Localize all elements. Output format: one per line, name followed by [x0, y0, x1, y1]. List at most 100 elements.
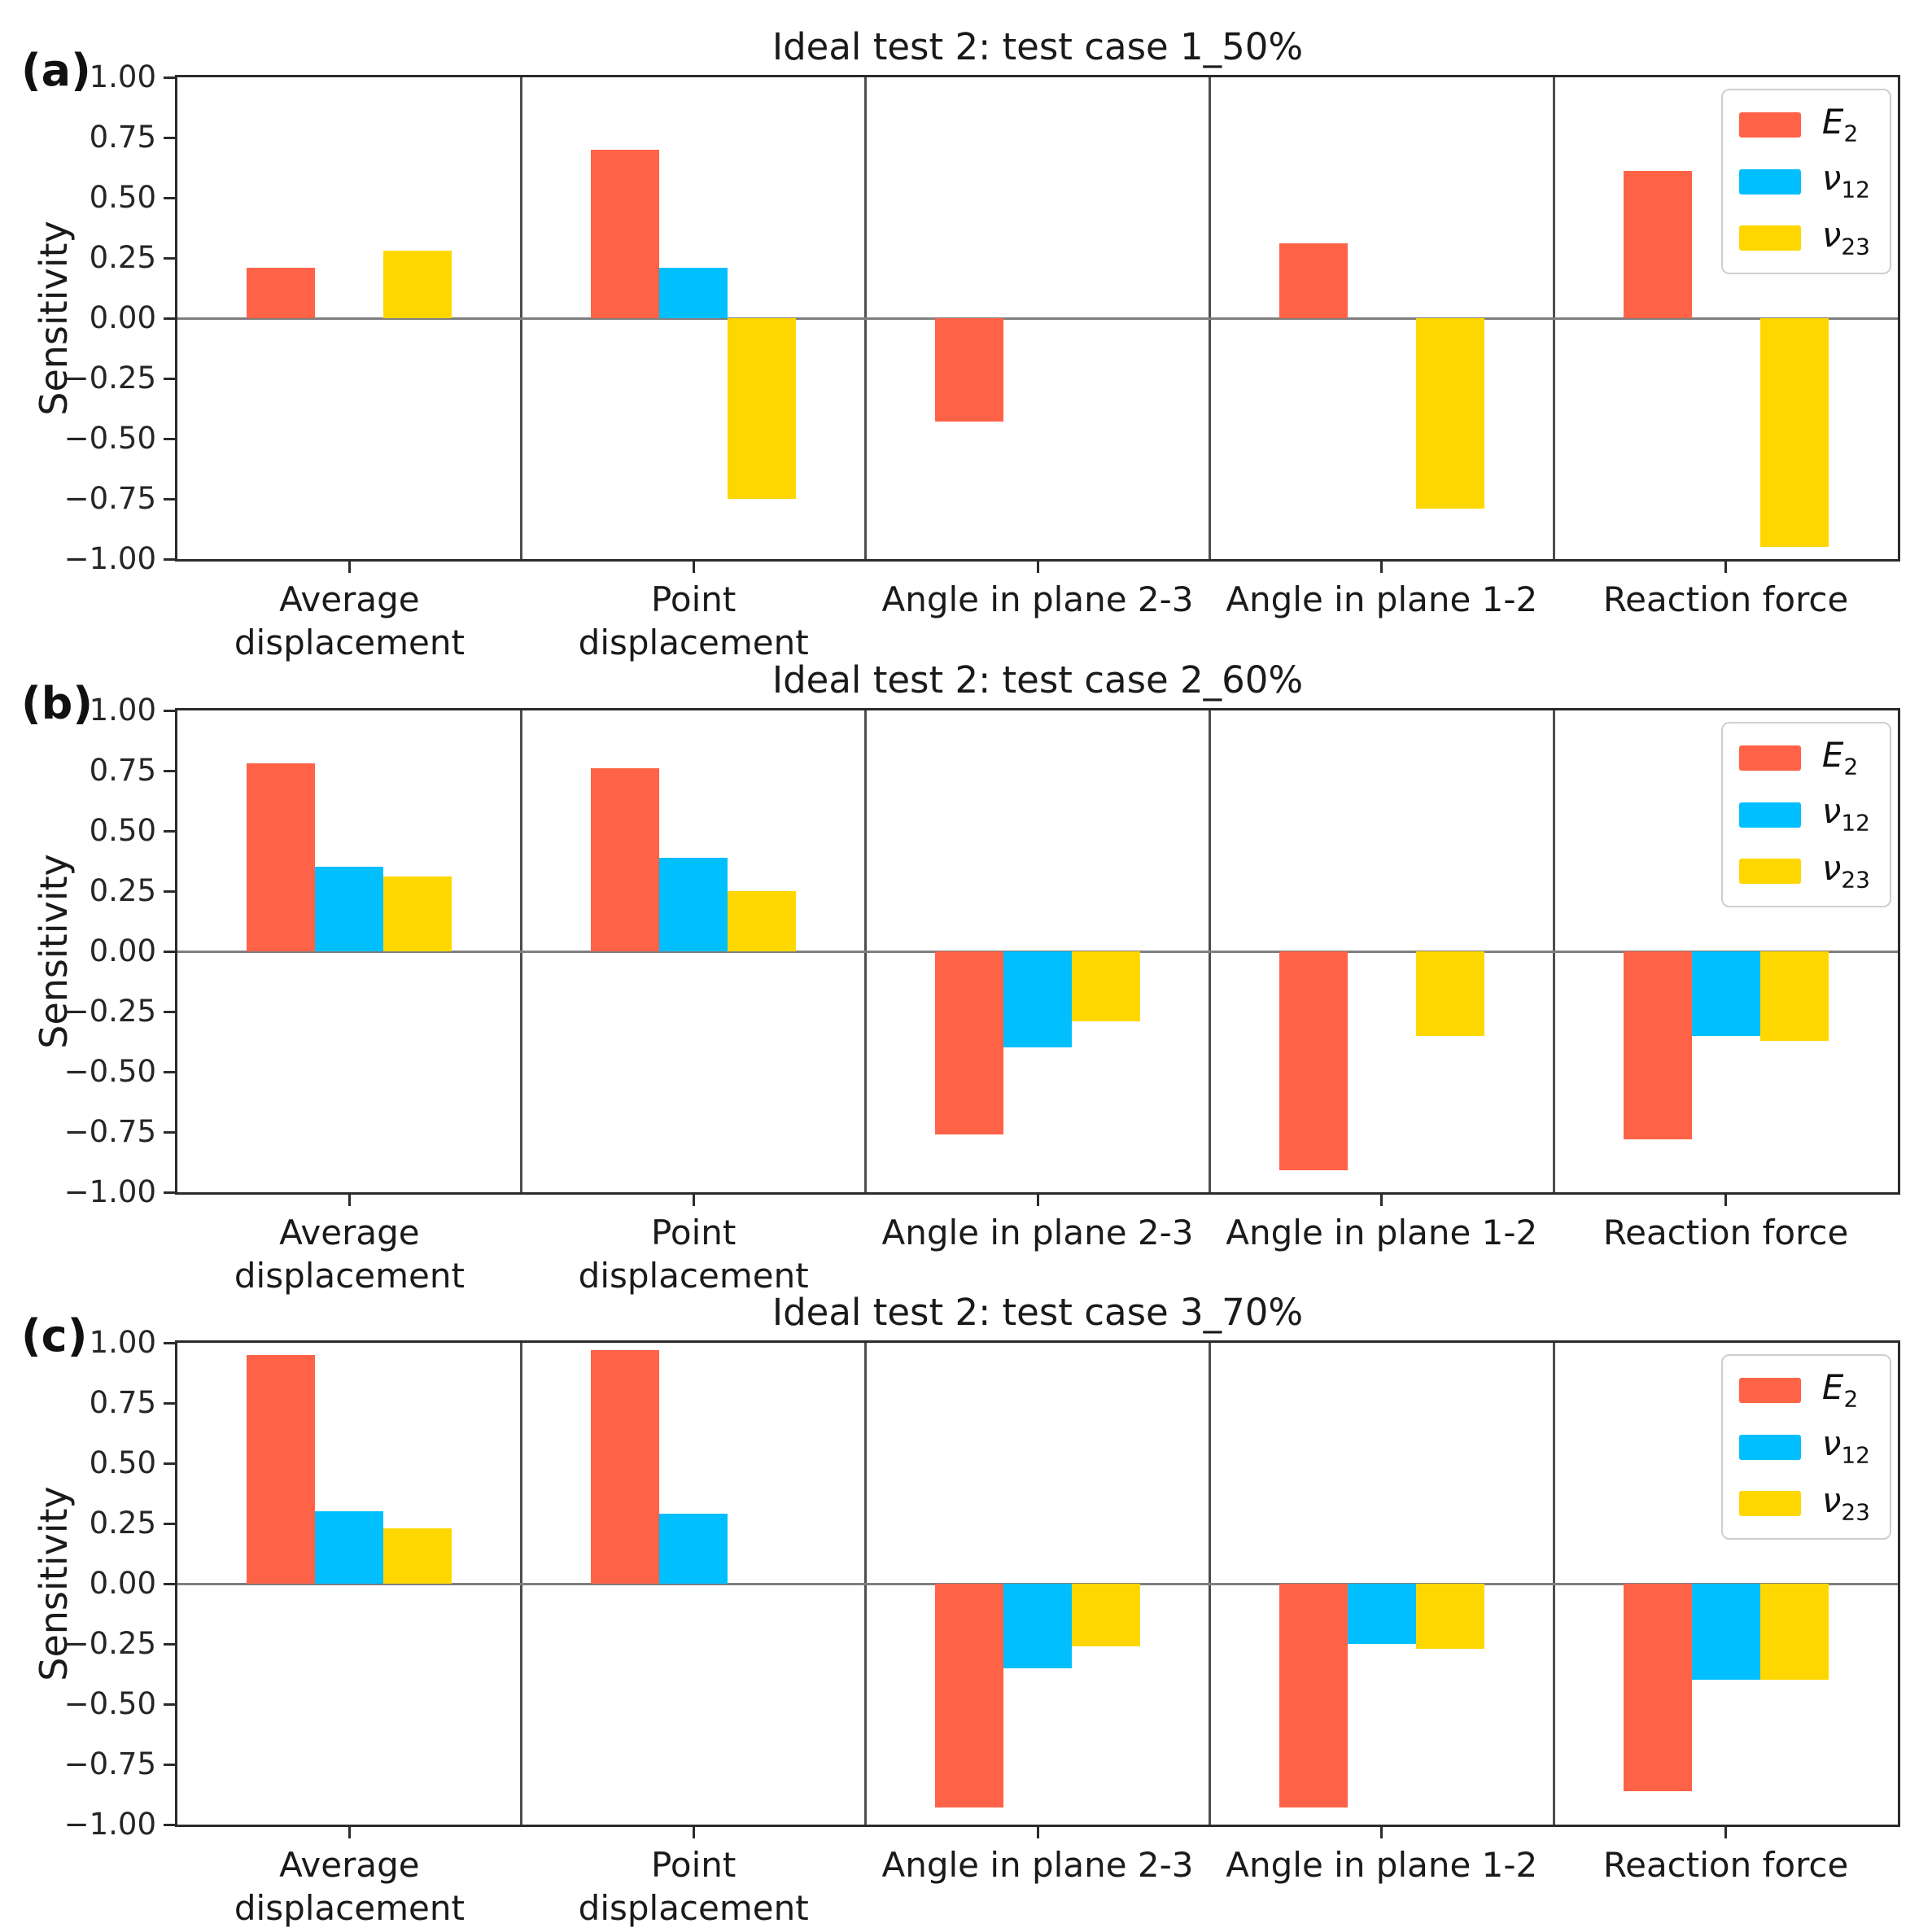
legend-item-nu12: ν12 [1738, 791, 1870, 837]
bar-nu23 [1072, 951, 1140, 1021]
legend-swatch-nu23 [1738, 1490, 1801, 1516]
bar-nu12 [315, 867, 384, 951]
legend-label-nu12: ν12 [1821, 158, 1870, 203]
bar-E2 [247, 268, 316, 318]
y-tick [164, 1191, 175, 1194]
panel-label-c: (c) [21, 1310, 88, 1362]
plot-area [175, 708, 1900, 1195]
y-tick-label: 0.00 [89, 300, 156, 335]
panel-a: (a) Ideal test 2: test case 1_50% Sensit… [0, 0, 1932, 662]
y-tick [164, 1462, 175, 1465]
x-tick [1724, 1195, 1728, 1206]
panel-title-c: Ideal test 2: test case 3_70% [771, 1291, 1304, 1334]
bar-nu23 [383, 251, 452, 318]
category-label: Point displacement [578, 1213, 809, 1296]
category-label: Point displacement [578, 579, 809, 662]
legend-item-nu23: ν23 [1738, 214, 1870, 260]
y-tick-label: −0.25 [63, 994, 156, 1029]
bar-E2 [1279, 951, 1348, 1170]
y-tick-label: 0.00 [89, 933, 156, 968]
x-tick [1380, 562, 1383, 573]
legend: E2 ν12 ν23 [1720, 722, 1891, 908]
category-label: Angle in plane 1-2 [1226, 1845, 1538, 1885]
y-tick-label: 1.00 [89, 59, 156, 94]
x-tick [692, 1827, 695, 1838]
bar-E2 [1623, 951, 1692, 1139]
y-tick [164, 890, 175, 893]
panel-title-b: Ideal test 2: test case 2_60% [771, 658, 1304, 702]
x-tick [1724, 562, 1728, 573]
x-tick [692, 1195, 695, 1206]
y-tick-label: 1.00 [89, 693, 156, 728]
y-tick-label: 0.75 [89, 753, 156, 788]
legend-item-nu12: ν12 [1738, 158, 1870, 203]
y-tick-label: 0.25 [89, 873, 156, 908]
legend-swatch-nu12 [1738, 802, 1801, 828]
bar-nu23 [1759, 951, 1829, 1041]
y-tick [164, 950, 175, 953]
bar-nu12 [659, 1514, 728, 1584]
panel-label-a: (a) [21, 45, 91, 96]
y-tick-label: 0.75 [89, 1385, 156, 1420]
legend-label-nu23: ν23 [1821, 214, 1870, 260]
legend-label-nu12: ν12 [1821, 791, 1870, 837]
y-tick [164, 1522, 175, 1525]
y-tick [164, 497, 175, 500]
legend-swatch-E2 [1738, 112, 1801, 138]
bar-nu23 [383, 876, 452, 951]
legend-item-E2: E2 [1738, 1370, 1870, 1410]
legend-label-nu23: ν23 [1821, 1480, 1870, 1526]
y-tick-label: −1.00 [63, 1174, 156, 1209]
category-label: Reaction force [1602, 1213, 1849, 1252]
bar-nu23 [1759, 1584, 1829, 1680]
y-tick [164, 317, 175, 320]
category-label: Angle in plane 2-3 [881, 1845, 1194, 1885]
bar-E2 [935, 318, 1003, 422]
y-tick [164, 1642, 175, 1646]
bar-nu12 [1003, 1584, 1072, 1668]
legend-swatch-nu23 [1738, 225, 1801, 251]
y-tick [164, 1823, 175, 1826]
x-tick [1036, 1195, 1039, 1206]
category-label: Average displacement [234, 579, 465, 662]
y-tick [164, 437, 175, 440]
bar-E2 [591, 768, 660, 951]
bar-nu12 [659, 268, 728, 318]
panel-b: (b) Ideal test 2: test case 2_60% Sensit… [0, 643, 1932, 1296]
category-label: Angle in plane 2-3 [881, 579, 1194, 619]
y-tick [164, 76, 175, 79]
y-tick-label: −0.50 [63, 421, 156, 456]
y-tick [164, 1703, 175, 1706]
bar-E2 [1623, 171, 1692, 318]
bar-E2 [1279, 243, 1348, 318]
bar-nu23 [1759, 318, 1829, 547]
legend-swatch-nu12 [1738, 1434, 1801, 1460]
category-label: Reaction force [1602, 579, 1849, 619]
y-tick [164, 1130, 175, 1134]
bar-E2 [1279, 1584, 1348, 1807]
legend-label-nu23: ν23 [1821, 847, 1870, 894]
category-label: Angle in plane 1-2 [1226, 579, 1538, 619]
bar-nu23 [383, 1528, 452, 1584]
y-tick [164, 709, 175, 712]
legend: E2 ν12 ν23 [1720, 89, 1891, 275]
x-tick [1036, 1827, 1039, 1838]
bar-E2 [247, 1355, 316, 1584]
plot-area [175, 1340, 1900, 1827]
bar-nu23 [1415, 318, 1484, 509]
panel-c: (c) Ideal test 2: test case 3_70% Sensit… [0, 1286, 1932, 1932]
legend-item-E2: E2 [1738, 738, 1870, 778]
bar-nu23 [1415, 1584, 1484, 1649]
plot-area [175, 75, 1900, 562]
bar-E2 [935, 951, 1003, 1134]
x-tick [1724, 1827, 1728, 1838]
legend-label-E2: E2 [1821, 102, 1859, 147]
y-tick-label: −0.50 [63, 1054, 156, 1089]
y-tick [164, 1763, 175, 1766]
category-label: Angle in plane 1-2 [1226, 1213, 1538, 1252]
category-label: Average displacement [234, 1213, 465, 1296]
x-tick [347, 1195, 351, 1206]
y-tick-label: −0.75 [63, 1746, 156, 1781]
y-tick-label: 0.75 [89, 120, 156, 155]
y-tick-label: 0.00 [89, 1566, 156, 1601]
